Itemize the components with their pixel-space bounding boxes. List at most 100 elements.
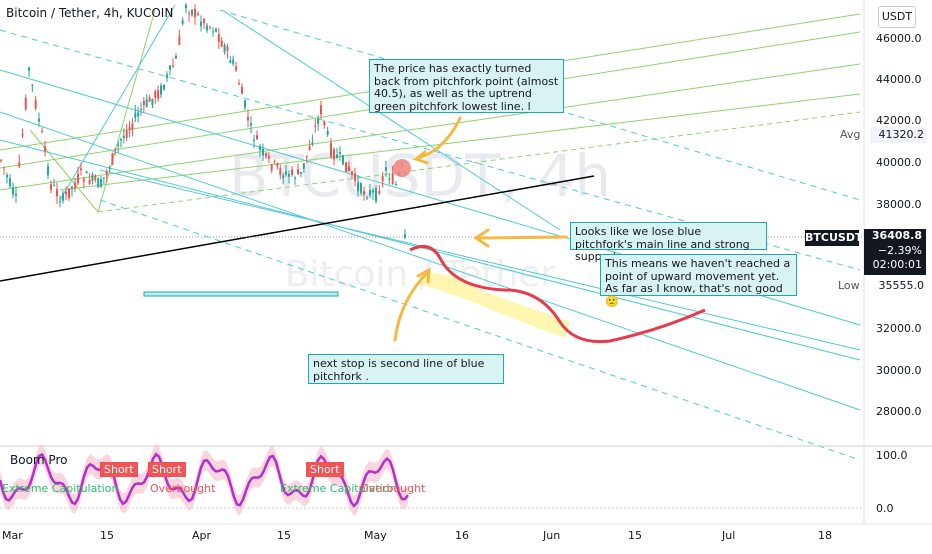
note-pitchfork-turn[interactable]: The price has exactly turned back from p… <box>369 59 564 113</box>
time-label: 15 <box>100 529 114 542</box>
last-price-box: 36408.8 −2.39% 02:00:01 <box>864 229 926 275</box>
candle-body <box>56 189 58 197</box>
rectangle-drawing[interactable] <box>143 291 339 297</box>
candle-body <box>203 18 205 24</box>
candle-body <box>151 98 154 106</box>
candle-body <box>28 67 30 71</box>
candle-body <box>345 162 347 172</box>
candle-body <box>105 171 108 176</box>
short-signal: Short <box>306 462 344 477</box>
candle-body <box>44 146 46 152</box>
candle-body <box>172 65 174 67</box>
candle-body <box>18 162 21 167</box>
candle-body <box>88 179 91 184</box>
price-tick: 40000.0 <box>876 156 922 169</box>
candle-body <box>6 174 8 178</box>
candle-body <box>297 169 299 175</box>
candle-body <box>226 46 229 51</box>
candle-body <box>166 74 168 78</box>
candle-body <box>197 13 199 15</box>
candle-body <box>145 99 148 107</box>
annotation-arrows[interactable] <box>393 116 568 342</box>
candle-body <box>259 146 261 150</box>
indicator-name[interactable]: Boom Pro <box>10 453 68 467</box>
candle-body <box>404 234 406 238</box>
candle-body <box>117 144 120 146</box>
candle-body <box>305 155 308 158</box>
candle-body <box>232 59 235 64</box>
candle-body <box>74 182 76 189</box>
candle-body <box>163 84 165 90</box>
candle-body <box>256 135 258 140</box>
indicator-signal-text: Overbought <box>360 482 426 495</box>
last-price: 36408.8 <box>871 229 922 242</box>
candle-body <box>336 154 338 158</box>
note-no-upward[interactable]: This means we haven't reached a point of… <box>600 254 797 307</box>
time-label: May <box>364 529 387 542</box>
candle-body <box>288 174 290 177</box>
candle-body <box>395 184 397 186</box>
candle-body <box>267 155 270 159</box>
candle-body <box>122 135 125 138</box>
candle-body <box>125 130 128 138</box>
candle-body <box>59 201 61 203</box>
candle-body <box>276 163 279 167</box>
candle-body <box>342 155 344 165</box>
note-next-stop[interactable]: next stop is second line of blue pitchfo… <box>308 354 504 384</box>
price-candles <box>0 3 406 240</box>
candle-body <box>94 176 97 181</box>
time-label: Mar <box>2 529 23 542</box>
candle-body <box>137 112 140 117</box>
candle-body <box>194 8 196 18</box>
candle-body <box>71 186 73 189</box>
candle-body <box>300 171 302 174</box>
avg-label: Avg <box>840 128 861 141</box>
indicator-axis-top: 100.0 <box>876 449 908 462</box>
highlight-zone[interactable] <box>420 272 570 338</box>
candle-body <box>391 173 394 185</box>
candle-body <box>142 100 145 106</box>
candle-body <box>323 121 326 126</box>
pivot-marker[interactable] <box>393 159 411 177</box>
candle-body <box>68 188 70 199</box>
candle-body <box>333 149 335 160</box>
short-signal: Short <box>148 462 186 477</box>
candle-body <box>320 105 322 115</box>
candle-body <box>294 177 296 179</box>
candle-body <box>279 168 282 176</box>
candle-body <box>262 149 264 156</box>
low-label: Low <box>838 279 860 292</box>
projection-curve[interactable] <box>409 244 706 344</box>
price-change: −2.39% <box>877 243 922 257</box>
symbol-tag: BTCUSDT <box>805 230 863 246</box>
candle-body <box>108 167 111 169</box>
candle-body <box>41 131 43 133</box>
candle-body <box>185 4 187 9</box>
price-tick: 32000.0 <box>876 322 922 335</box>
candle-body <box>363 191 365 195</box>
time-label: 18 <box>818 529 832 542</box>
candle-body <box>128 127 131 130</box>
candle-body <box>354 173 356 181</box>
candle-body <box>111 153 114 165</box>
candle-body <box>308 146 311 150</box>
candle-body <box>21 133 24 136</box>
candle-body <box>302 163 305 169</box>
time-label: Apr <box>192 529 212 542</box>
candle-body <box>34 99 37 109</box>
note-lose-support[interactable]: Looks like we lose blue pitchfork's main… <box>570 222 767 263</box>
candle-body <box>102 177 105 179</box>
candle-body <box>100 179 102 187</box>
candle-body <box>351 171 353 175</box>
chart-title[interactable]: Bitcoin / Tether, 4h, KUCOIN <box>6 6 174 20</box>
candle-body <box>157 90 160 99</box>
candle-body <box>326 130 329 135</box>
candle-body <box>178 36 181 45</box>
price-tick: 46000.0 <box>876 32 922 45</box>
price-tick: 38000.0 <box>876 198 922 211</box>
candle-body <box>285 171 287 175</box>
candle-body <box>38 118 40 122</box>
candle-body <box>120 138 122 141</box>
trend-line[interactable] <box>0 175 595 282</box>
currency-button[interactable]: USDT <box>878 6 916 28</box>
